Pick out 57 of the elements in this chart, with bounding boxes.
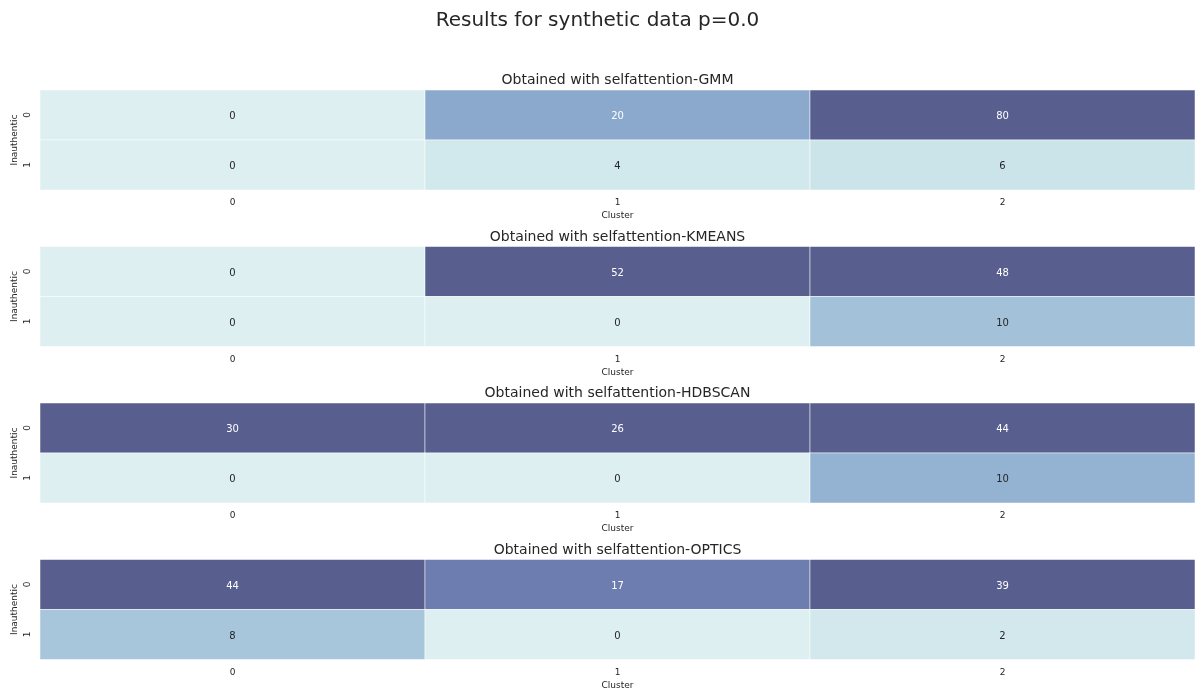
data-label: 20 [611, 110, 624, 121]
y-tick-label: 1 [22, 631, 32, 638]
x-axis-title: Cluster [601, 210, 634, 220]
data-label: 0 [229, 266, 236, 278]
y-tick-label: 0 [22, 268, 32, 275]
chart-title: Obtained with selfattention-GMM [501, 71, 734, 87]
data-label: 26 [611, 423, 624, 434]
chart-title: Obtained with selfattention-HDBSCAN [484, 384, 751, 400]
data-label: 0 [614, 629, 621, 641]
data-label: 10 [996, 473, 1009, 484]
data-label: 44 [226, 579, 239, 591]
x-axis-title: Cluster [601, 523, 634, 533]
y-tick-label: 0 [22, 424, 32, 431]
data-label: 0 [614, 473, 621, 484]
x-axis-title: Cluster [601, 679, 634, 690]
data-label: 30 [226, 423, 239, 434]
data-label: 8 [229, 629, 236, 641]
x-tick-label: 0 [229, 510, 236, 520]
chart-title: Obtained with selfattention-OPTICS [493, 540, 742, 557]
chart-title: Obtained with selfattention-KMEANS [489, 227, 746, 244]
y-tick-label: 0 [22, 581, 32, 588]
data-label: 80 [996, 110, 1009, 121]
y-axis-title: Inauthentic [9, 427, 19, 479]
data-label: 6 [999, 160, 1006, 171]
x-tick-label: 2 [999, 353, 1006, 364]
data-label: 48 [996, 266, 1009, 278]
data-label: 0 [229, 316, 236, 328]
data-label: 39 [996, 579, 1009, 591]
x-tick-label: 1 [614, 197, 621, 207]
y-axis-title: Inauthentic [9, 270, 19, 323]
x-tick-label: 2 [999, 510, 1006, 520]
data-label: 52 [611, 266, 624, 278]
data-label: 17 [611, 579, 624, 591]
data-label: 4 [614, 160, 621, 171]
data-label: 44 [996, 423, 1009, 434]
x-tick-label: 0 [229, 666, 236, 677]
data-label: 0 [229, 110, 236, 121]
data-label: 2 [999, 629, 1006, 641]
y-tick-label: 0 [22, 111, 32, 118]
x-tick-label: 0 [229, 353, 236, 364]
x-tick-label: 1 [614, 510, 621, 520]
data-label: 0 [229, 160, 236, 171]
x-tick-label: 0 [229, 197, 236, 207]
y-axis-title: Inauthentic [9, 583, 19, 636]
x-tick-label: 2 [999, 197, 1006, 207]
y-tick-label: 1 [22, 475, 32, 481]
y-axis-title: Inauthentic [9, 114, 19, 166]
x-axis-title: Cluster [601, 366, 634, 377]
data-label: 10 [996, 316, 1009, 328]
data-label: 0 [229, 473, 236, 484]
x-tick-label: 2 [999, 666, 1006, 677]
x-tick-label: 1 [614, 666, 621, 677]
y-tick-label: 1 [22, 318, 32, 325]
text: Results for synthetic data p=0.0 [435, 7, 760, 31]
y-tick-label: 1 [22, 162, 32, 168]
x-tick-label: 1 [614, 353, 621, 364]
data-label: 0 [614, 316, 621, 328]
